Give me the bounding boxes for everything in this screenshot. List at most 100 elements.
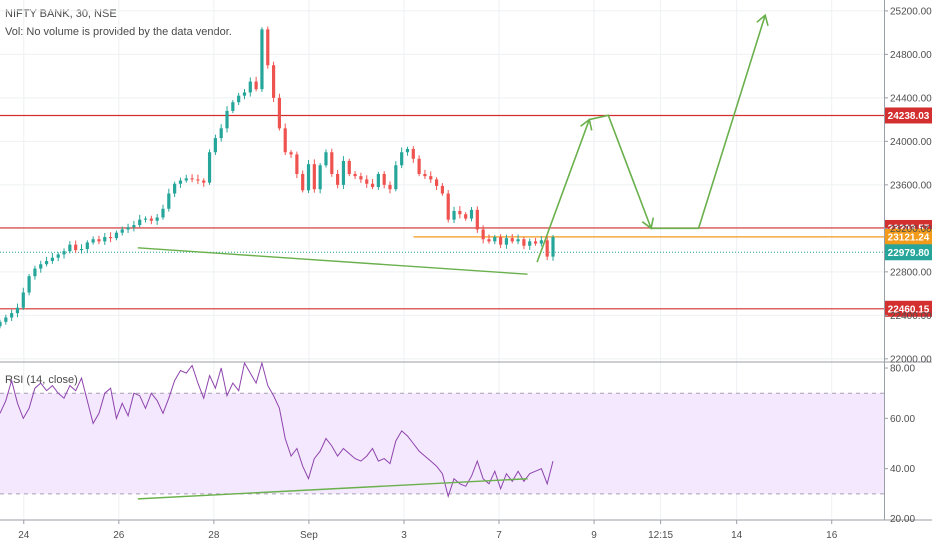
price-axis-label: 23600.00 xyxy=(890,180,932,191)
price-tag xyxy=(885,244,932,261)
candle-body xyxy=(196,179,200,181)
candle-body xyxy=(207,152,212,183)
candle-body xyxy=(394,165,398,190)
candle-body xyxy=(126,227,130,230)
candle-body xyxy=(382,173,386,185)
candle-body xyxy=(0,321,2,327)
candle-body xyxy=(522,239,526,246)
price-axis-label: 22400.00 xyxy=(890,311,932,322)
price-axis-label: 24400.00 xyxy=(890,93,932,104)
candle-body xyxy=(388,184,392,190)
candle-body xyxy=(376,173,380,188)
candle-body xyxy=(242,92,247,96)
rsi-band xyxy=(0,393,884,494)
candle-body xyxy=(4,317,8,322)
candle-body xyxy=(248,81,252,93)
price-tag xyxy=(885,300,932,317)
time-axis-label: 16 xyxy=(826,530,838,541)
candle-body xyxy=(423,173,427,177)
candle-body xyxy=(39,264,43,269)
candle-body xyxy=(283,128,287,153)
candle-body xyxy=(318,165,322,190)
candle-body xyxy=(33,268,37,277)
price-tag xyxy=(885,107,932,124)
time-axis-label: 14 xyxy=(731,530,743,541)
price-axis-label: 24800.00 xyxy=(890,50,932,61)
rsi-axis-label: 80.00 xyxy=(890,364,915,375)
candle-body xyxy=(114,232,119,239)
candle-body xyxy=(551,237,555,257)
candle-body xyxy=(533,241,538,244)
candle-body xyxy=(178,180,183,184)
candle-body xyxy=(231,102,235,111)
price-tag-label: 23121.24 xyxy=(888,232,930,243)
candle-body xyxy=(219,128,223,139)
price-axis-label: 25200.00 xyxy=(890,6,932,17)
candle-body xyxy=(44,260,49,265)
rsi-line xyxy=(0,361,554,499)
candle-body xyxy=(440,185,445,194)
candle-body xyxy=(10,313,14,318)
time-axis-label: 12:15 xyxy=(648,530,673,541)
candle-body xyxy=(190,178,194,180)
price-tag xyxy=(885,228,932,245)
candle-body xyxy=(295,154,299,174)
candle-body xyxy=(510,238,514,242)
candle-body xyxy=(504,238,509,245)
candle-body xyxy=(50,257,54,261)
candle-body xyxy=(15,307,20,314)
candle-body xyxy=(353,173,357,177)
candle-body xyxy=(155,217,159,221)
arrowhead-down xyxy=(641,217,655,230)
candle-body xyxy=(173,183,177,194)
candle-body xyxy=(499,237,503,245)
candle-body xyxy=(539,240,543,244)
candle-body xyxy=(62,251,66,255)
rsi-axis-label: 60.00 xyxy=(890,414,915,425)
candle-body xyxy=(405,148,410,153)
candle-body xyxy=(27,276,31,293)
support-trendline xyxy=(137,247,528,275)
candle-body xyxy=(516,239,520,242)
candle-body xyxy=(528,241,532,246)
candle-body xyxy=(336,173,340,185)
candle-body xyxy=(167,193,171,209)
candle-body xyxy=(266,29,270,66)
candle-body xyxy=(446,193,450,220)
candle-body xyxy=(79,249,84,251)
time-axis-label: 24 xyxy=(18,530,30,541)
time-axis-label: Sep xyxy=(300,530,318,541)
candle-body xyxy=(417,158,421,174)
candle-body xyxy=(306,164,311,191)
time-axis-label: 26 xyxy=(113,530,125,541)
candle-body xyxy=(359,176,363,180)
candlesticks xyxy=(0,26,555,329)
time-axis-label: 3 xyxy=(401,530,407,541)
candle-body xyxy=(469,209,474,219)
rsi-legend: RSI (14, close) xyxy=(5,374,78,386)
candle-body xyxy=(120,229,124,233)
candle-body xyxy=(493,237,497,242)
candle-body xyxy=(271,65,276,98)
candle-body xyxy=(341,160,346,185)
arrowhead-up-first xyxy=(580,118,593,131)
candle-body xyxy=(370,183,375,188)
candle-body xyxy=(411,148,415,159)
candle-body xyxy=(138,219,142,226)
time-axis-label: 9 xyxy=(591,530,597,541)
candle-body xyxy=(56,254,60,258)
candle-body xyxy=(85,242,89,250)
candle-body xyxy=(434,179,439,186)
candle-body xyxy=(452,210,456,220)
price-levels xyxy=(0,114,884,310)
candle-body xyxy=(330,152,334,174)
candle-body xyxy=(289,152,293,155)
candle-body xyxy=(202,180,206,183)
projection-arrow-path xyxy=(536,14,766,263)
price-axis-label: 23200.00 xyxy=(890,224,932,235)
candle-body xyxy=(400,152,404,166)
candle-body xyxy=(108,237,113,239)
candle-body xyxy=(184,178,188,181)
